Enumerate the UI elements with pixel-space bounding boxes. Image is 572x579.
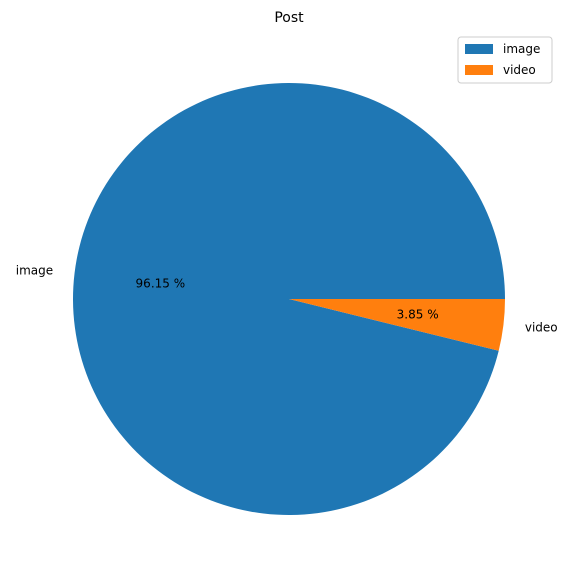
chart-title: Post [274, 10, 304, 26]
slice-labels: image 96.15 % video 3.85 % [16, 263, 558, 334]
pie-slices [72, 83, 506, 516]
pie-slice-image [72, 83, 506, 516]
legend-label-image: image [503, 42, 540, 56]
legend-label-video: video [503, 63, 536, 77]
legend-swatch-image [465, 44, 493, 54]
pie-slice-video [289, 299, 505, 351]
legend-swatch-video [465, 65, 493, 75]
slice-label-image: image [16, 263, 53, 277]
slice-pct-label-video: 3.85 % [397, 308, 439, 322]
slice-pct-label-image: 96.15 % [136, 276, 186, 290]
slice-label-video: video [525, 321, 558, 335]
legend: image video [457, 36, 553, 84]
